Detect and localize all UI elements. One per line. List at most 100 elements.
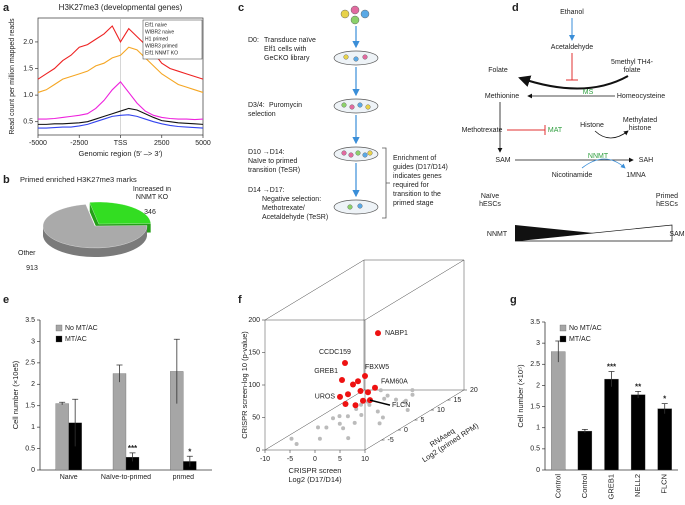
- node: SAM: [495, 157, 510, 164]
- point: [405, 408, 410, 413]
- label-box: Other: [18, 250, 36, 257]
- x-tick-label: Naive: [59, 474, 78, 481]
- slice-label: Increased in NNMT KO: [132, 186, 172, 201]
- point: [355, 378, 361, 385]
- y-tick-label: 150: [248, 349, 260, 356]
- note-text: Enrichment of: [393, 155, 436, 162]
- y-tick-label: 3.5: [530, 319, 540, 326]
- node: 5methyl TH4-: [611, 59, 654, 66]
- node: Naïve: [481, 193, 499, 200]
- node: hESCs: [479, 201, 501, 208]
- enzyme: MS: [583, 89, 594, 96]
- panel-letter: b: [3, 174, 10, 186]
- panel-letter: f: [238, 294, 242, 306]
- point-label: UROS: [315, 394, 336, 401]
- step-text: Methotrexate/: [262, 205, 305, 212]
- point: [377, 421, 382, 426]
- pie-slice: [42, 204, 148, 249]
- x-axis-label: Log2 (D17/D14): [288, 475, 342, 484]
- note-text: required for: [393, 182, 429, 189]
- error-bar: [608, 371, 615, 387]
- x-tick-label: 2500: [154, 140, 170, 147]
- x-tick-label: 0: [313, 456, 317, 463]
- step-text: GeCKO library: [264, 55, 310, 62]
- legend-label: WIBR3 primed: [145, 43, 178, 49]
- point: [394, 397, 398, 402]
- node: Ethanol: [560, 9, 584, 16]
- point: [378, 388, 383, 393]
- note-text: transition to the: [393, 191, 441, 198]
- point: [359, 402, 363, 407]
- y-axis-label: Cell number (×10⁵): [516, 364, 525, 428]
- bar: [112, 373, 127, 471]
- z-tick-label: 15: [454, 397, 462, 404]
- x-tick-label: NELL2: [633, 474, 642, 497]
- point-label: NABP1: [385, 330, 408, 337]
- x-tick-label: GREB1: [606, 474, 615, 499]
- x-tick-label: -2500: [70, 140, 88, 147]
- z-tick-label: -5: [388, 437, 394, 444]
- bar: [604, 378, 619, 471]
- y-tick-label: 1.5: [23, 65, 33, 72]
- point: [367, 402, 372, 407]
- point: [360, 397, 366, 404]
- arrow: [518, 75, 629, 90]
- point: [345, 391, 351, 398]
- legend-swatch: [559, 324, 567, 332]
- point: [289, 436, 294, 441]
- panel-letter: c: [238, 2, 244, 14]
- z-tick-label: 5: [421, 417, 425, 424]
- x-tick-label: -10: [260, 456, 270, 463]
- cells: [341, 54, 373, 210]
- x-tick-label: -5000: [29, 140, 47, 147]
- y-tick-label: 100: [248, 382, 260, 389]
- z-tick-label: 0: [404, 427, 408, 434]
- point: [410, 388, 415, 393]
- point: [385, 393, 390, 398]
- x-tick-label: 5: [338, 456, 342, 463]
- legend-box: [142, 19, 203, 60]
- error-bar: [72, 398, 79, 447]
- significance: *: [188, 447, 192, 456]
- y-tick-label: 50: [252, 414, 260, 421]
- error-bar: [661, 403, 668, 414]
- x-tick-label: Naïve-to-primed: [100, 474, 152, 481]
- step-label: D3/4:: [248, 102, 265, 109]
- note-text: indicates genes: [393, 173, 442, 180]
- slice-value: 346: [144, 209, 156, 216]
- point: [346, 436, 351, 441]
- node: histone: [629, 125, 652, 132]
- x-tick-label: TSS: [114, 140, 128, 147]
- error-bar: [116, 364, 123, 383]
- z-tick-label: 10: [437, 407, 445, 414]
- box-edge: [264, 259, 365, 321]
- slice-value: 913: [26, 265, 38, 272]
- series-line: [37, 25, 204, 80]
- point: [382, 396, 387, 401]
- y-tick-label: 1: [536, 425, 540, 432]
- y-tick-label: 0.5: [25, 445, 35, 452]
- pathway-diagram: Ethanol Acetaldehyde Folate 5methyl TH4-…: [462, 9, 685, 242]
- panel-letter: d: [512, 2, 519, 14]
- step-text: selection: [248, 111, 276, 118]
- chart-title: H3K27me3 (developmental genes): [59, 3, 183, 12]
- box-edge: [264, 389, 365, 451]
- y-tick-label: 2.5: [530, 361, 540, 368]
- series-line: [38, 80, 204, 121]
- x-tick-label: Control: [553, 474, 562, 499]
- point: [403, 398, 408, 403]
- node: Homeocysteine: [617, 93, 665, 100]
- error-bar: [129, 452, 136, 462]
- y-tick-label: 200: [248, 317, 260, 324]
- note-text: guides (D17/D14): [393, 164, 448, 171]
- legend-label: Elf1 NNMT KO: [145, 50, 178, 56]
- point-label: FLCN: [392, 402, 410, 409]
- chart-title: Primed enriched H3K27me3 marks: [20, 175, 137, 184]
- y-tick-label: 3: [31, 338, 35, 345]
- panel-letter: g: [510, 294, 517, 306]
- y-tick-label: 2.5: [25, 360, 35, 367]
- y-tick-label: 3.5: [25, 317, 35, 324]
- node: Nicotinamide: [552, 172, 593, 179]
- error-bar: [186, 455, 193, 467]
